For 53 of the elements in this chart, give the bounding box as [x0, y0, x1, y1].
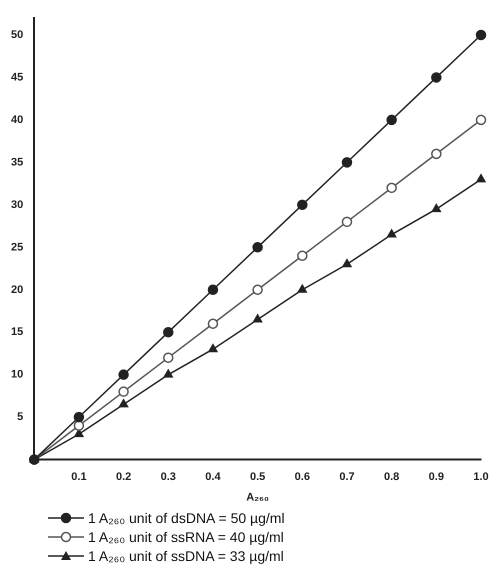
point: [118, 369, 129, 380]
point: [431, 72, 442, 83]
point: [208, 318, 218, 329]
point: [252, 314, 262, 322]
x-tick-label: 0.2: [116, 471, 132, 484]
y-tick-label: 50: [10, 29, 24, 42]
point: [476, 114, 486, 126]
y-tick-label: 5: [17, 411, 24, 424]
x-tick-label: 0.9: [428, 471, 444, 484]
y-tick-label: 15: [10, 326, 24, 338]
y-tick-label: 10: [10, 368, 24, 381]
y-tick-label: 45: [10, 71, 24, 84]
y-tick-label: 25: [10, 241, 24, 254]
point: [387, 229, 396, 238]
x-tick-label: 0.4: [205, 471, 222, 484]
point: [432, 204, 441, 212]
point: [208, 344, 218, 352]
x-tick-label: 1.0: [473, 471, 489, 484]
point: [476, 174, 486, 182]
point: [118, 399, 128, 408]
y-tick-label: 35: [10, 156, 24, 168]
x-tick-label: 0.7: [339, 471, 355, 484]
x-tick-label: 0.1: [71, 471, 87, 484]
x-tick-label: 0.3: [160, 471, 176, 484]
y-tick-label: 20: [10, 284, 24, 296]
point: [297, 200, 308, 210]
x-axis-title: A₂₆₀: [246, 491, 270, 504]
point: [163, 326, 174, 338]
point: [252, 284, 263, 296]
point: [386, 114, 397, 126]
point: [74, 420, 84, 431]
point: [164, 369, 173, 378]
y-tick-label: 30: [10, 198, 24, 211]
x-tick-label: 0.5: [250, 471, 266, 484]
point: [298, 284, 307, 293]
point: [431, 148, 442, 160]
point: [208, 284, 218, 296]
point: [297, 250, 308, 262]
point: [386, 182, 397, 194]
point: [252, 242, 263, 253]
point: [342, 216, 352, 228]
point: [163, 352, 174, 363]
x-tick-label: 0.6: [294, 471, 310, 484]
x-tick-label: 0.8: [384, 471, 400, 484]
legend-label: 1 A₂₆₀ unit of ssDNA = 33 µg/ml: [88, 548, 284, 564]
legend-label: 1 A₂₆₀ unit of ssRNA = 40 µg/ml: [88, 528, 284, 544]
point: [342, 259, 352, 268]
point: [476, 30, 486, 40]
y-tick-label: 40: [10, 114, 24, 126]
point: [74, 412, 84, 422]
point: [118, 386, 129, 397]
legend-label: 1 A₂₆₀ unit of dsDNA = 50 µg/ml: [88, 510, 285, 526]
point: [342, 157, 352, 168]
